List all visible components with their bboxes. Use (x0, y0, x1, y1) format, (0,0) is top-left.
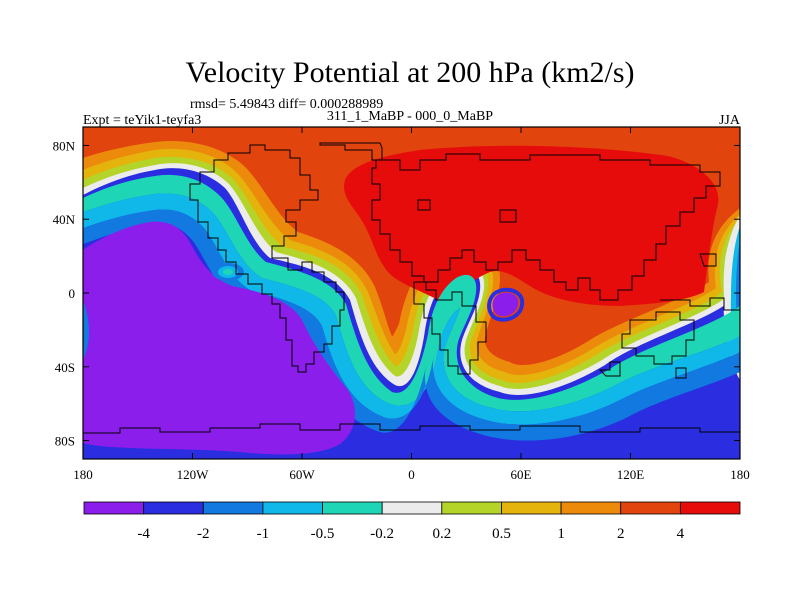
band-gt-4 (344, 145, 719, 306)
band-west-edge-blue (83, 300, 90, 360)
center-label: 311_1_MaBP - 000_0_MaBP (327, 109, 493, 124)
x-tick-label: 0 (408, 467, 415, 482)
contour-field (83, 127, 740, 459)
y-tick-label: 80N (53, 138, 76, 153)
colorbar-swatch (441, 501, 502, 515)
colorbar-label: -0.5 (311, 526, 335, 542)
colorbar: -4 -2 -1 -0.5 -0.2 0.2 0.5 1 2 4 (83, 501, 741, 542)
colorbar-swatch (143, 501, 204, 515)
chart-title: Velocity Potential at 200 hPa (km2/s) (185, 56, 634, 89)
colorbar-label: -4 (137, 526, 150, 542)
colorbar-swatch (202, 501, 264, 515)
stats-label: rmsd= 5.49843 diff= 0.000288989 (190, 97, 383, 112)
colorbar-label: -0.2 (370, 526, 394, 542)
x-tick-label: 60E (511, 467, 532, 482)
colorbar-swatch (501, 501, 562, 515)
x-tick-label: 120W (177, 467, 210, 482)
colorbar-swatch (83, 501, 145, 515)
x-tick-label: 120E (617, 467, 645, 482)
colorbar-label: -2 (197, 526, 210, 542)
y-tick-label: 40N (53, 212, 76, 227)
experiment-label: Expt = teYik1-teyfa3 (83, 113, 201, 128)
x-tick-label: 180 (730, 467, 750, 482)
y-tick-label: 0 (69, 286, 76, 301)
colorbar-swatch (262, 501, 323, 515)
x-tick-label: 60W (289, 467, 315, 482)
colorbar-swatch (322, 501, 383, 515)
colorbar-label: 1 (557, 526, 565, 542)
season-label: JJA (719, 113, 741, 128)
x-tick-label: 180 (73, 467, 93, 482)
colorbar-label: 4 (677, 526, 685, 542)
colorbar-swatch (560, 501, 622, 515)
x-axis-ticks: 180 120W 60W 0 60E 120E 180 (73, 127, 750, 482)
colorbar-label: -1 (257, 526, 270, 542)
band-purple-small-east-ring (487, 287, 525, 322)
coastlines (83, 142, 740, 434)
band-lt-neg4-purple (83, 221, 355, 455)
colorbar-label: 0.2 (432, 526, 451, 542)
cyan-anomaly-mexico-core (223, 269, 233, 275)
colorbar-swatch (679, 501, 741, 515)
y-tick-label: 40S (55, 360, 75, 375)
y-tick-label: 80S (55, 434, 75, 449)
y-axis-ticks: 80N 40N 0 40S 80S (53, 138, 740, 449)
colorbar-swatch (381, 501, 443, 515)
colorbar-swatch (620, 501, 681, 515)
band-purple-small-east (492, 292, 519, 317)
colorbar-label: 2 (617, 526, 625, 542)
colorbar-label: 0.5 (492, 526, 511, 542)
